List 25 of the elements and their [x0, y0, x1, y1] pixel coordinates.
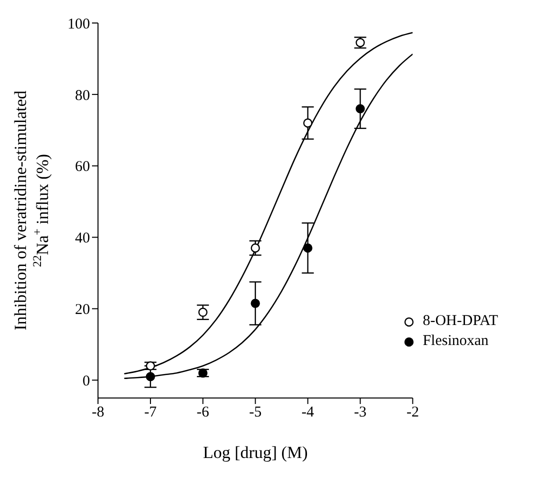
y-tick-label: 0 — [82, 373, 90, 390]
point — [146, 361, 156, 370]
x-tick-label: -2 — [406, 404, 419, 421]
y-tick-label: 60 — [75, 159, 90, 176]
x-tick-label: -5 — [249, 404, 262, 421]
x-tick-label: -8 — [92, 404, 104, 421]
point — [198, 368, 208, 378]
point — [356, 104, 365, 114]
legend-label: Flesinoxan — [422, 333, 489, 350]
point — [250, 298, 260, 308]
x-tick-label: -7 — [144, 404, 158, 421]
point — [146, 372, 156, 382]
point — [250, 243, 260, 253]
point — [303, 118, 312, 128]
y-tick-label: 40 — [75, 230, 90, 247]
y-tick-label: 20 — [75, 302, 90, 318]
x-axis-title: Log [drug] (M) — [202, 443, 308, 462]
x-tick-label: -4 — [302, 404, 315, 421]
x-tick-label: -3 — [354, 404, 367, 421]
legend-label: 8-OH-DPAT — [422, 313, 498, 330]
y-tick-label: 80 — [75, 88, 90, 104]
point — [198, 308, 208, 317]
x-tick-label: -6 — [196, 404, 210, 421]
point — [303, 243, 312, 253]
y-tick-label: 100 — [68, 16, 90, 32]
